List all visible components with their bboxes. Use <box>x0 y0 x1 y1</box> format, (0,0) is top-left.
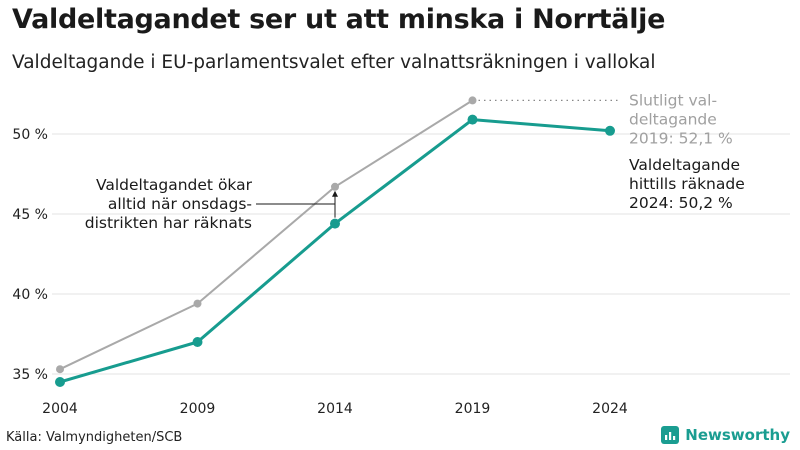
preliminary-label: Valdeltagande <box>629 156 740 174</box>
x-tick-label: 2004 <box>42 401 78 417</box>
final-point <box>331 182 339 191</box>
x-tick-label: 2019 <box>455 401 491 417</box>
increase-note: Valdeltagandet ökar <box>96 176 253 194</box>
x-tick-label: 2014 <box>317 401 353 417</box>
preliminary-label: hittills räknade <box>629 175 745 193</box>
preliminary-point <box>330 218 340 229</box>
chart-subtitle: Valdeltagande i EU-parlamentsvalet efter… <box>12 52 656 73</box>
x-axis-ticks: 2004 2009 2014 2019 2024 <box>42 401 628 417</box>
brand-logo: Newsworthy <box>661 426 790 444</box>
y-tick-label: 50 % <box>12 127 48 143</box>
y-tick-label: 35 % <box>12 367 48 383</box>
arrow-head <box>332 190 338 197</box>
y-axis-ticks: 35 % 40 % 45 % 50 % <box>12 127 48 383</box>
bar-chart-icon <box>661 426 680 444</box>
source-note: Källa: Valmyndigheten/SCB <box>6 430 183 445</box>
preliminary-point <box>55 377 65 387</box>
preliminary-label: 2024: 50,2 % <box>629 194 733 212</box>
chart-title: Valdeltagandet ser ut att minska i Norrt… <box>12 4 666 35</box>
preliminary-point <box>605 125 615 136</box>
final-point <box>193 299 202 308</box>
increase-note: alltid när onsdags- <box>108 195 252 213</box>
series-line-final <box>59 99 474 371</box>
increase-note: distrikten har räknats <box>85 214 252 232</box>
final-label: Slutligt val- <box>629 91 717 109</box>
final-label: 2019: 52,1 % <box>629 129 733 147</box>
grid-lines <box>52 133 790 375</box>
final-point <box>468 96 477 105</box>
final-point <box>56 365 64 374</box>
preliminary-point <box>192 337 203 347</box>
series-line-preliminary <box>59 118 611 384</box>
series-lines <box>55 96 615 387</box>
x-tick-label: 2024 <box>592 401 628 417</box>
final-label: deltagande <box>629 110 717 128</box>
preliminary-point <box>467 114 478 125</box>
brand-name: Newsworthy <box>685 426 790 444</box>
y-tick-label: 45 % <box>12 207 48 223</box>
y-tick-label: 40 % <box>12 287 48 303</box>
x-tick-label: 2009 <box>180 401 216 417</box>
